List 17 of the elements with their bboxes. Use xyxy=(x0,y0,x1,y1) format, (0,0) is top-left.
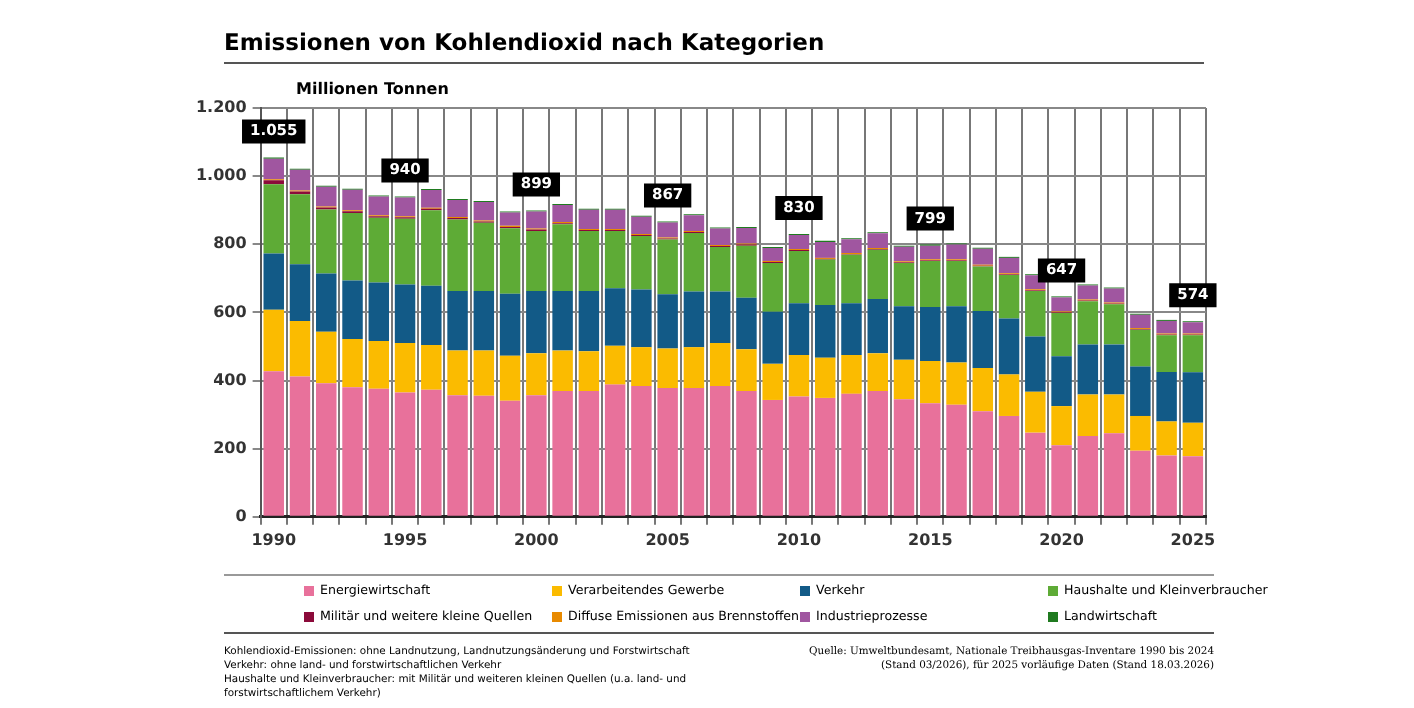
y-tick-label: 1.200 xyxy=(195,98,248,117)
x-tick-label: 1990 xyxy=(251,530,297,549)
chart-title: Emissionen von Kohlendioxid nach Kategorien xyxy=(224,28,1204,64)
y-tick-label: 1.000 xyxy=(195,166,248,185)
y-axis-title: Millionen Tonnen xyxy=(296,80,449,98)
x-tick-label: 2020 xyxy=(1039,530,1085,549)
y-tick-label: 600 xyxy=(213,302,248,321)
x-tick-label: 2005 xyxy=(645,530,691,549)
y-tick-label: 800 xyxy=(213,234,248,253)
x-tick-label: 2025 xyxy=(1170,530,1216,549)
y-tick-label: 0 xyxy=(235,506,248,525)
x-tick-label: 1995 xyxy=(382,530,429,549)
x-tick-label: 2015 xyxy=(908,530,954,549)
y-tick-label: 400 xyxy=(213,370,248,389)
x-tick-label: 2010 xyxy=(776,530,823,549)
y-tick-label: 200 xyxy=(213,438,248,457)
x-tick-label: 2000 xyxy=(514,530,560,549)
